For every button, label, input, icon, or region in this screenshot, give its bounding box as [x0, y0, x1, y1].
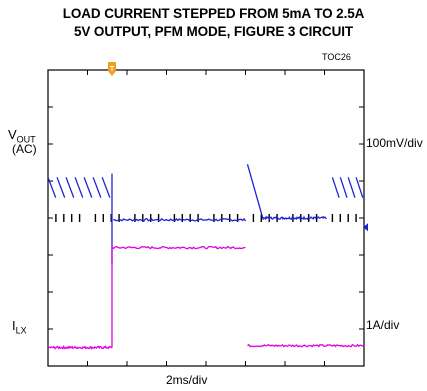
traces: [47, 164, 365, 350]
ilx-label-main: I: [12, 318, 16, 333]
trace-ilx-flat: [247, 343, 365, 348]
trace-ilx-flat: [111, 245, 246, 250]
vout-label-main: V: [8, 127, 17, 142]
trace-vout-sawtooth: [331, 177, 364, 198]
vout-scale-label: 100mV/div: [366, 136, 423, 150]
vout-label: VOUT: [8, 127, 36, 145]
trace-vout-sawtooth: [47, 177, 111, 198]
trace-vout-flat: [113, 217, 247, 222]
vout-label-sub: OUT: [16, 134, 36, 145]
x-axis-scale-label: 2ms/div: [166, 373, 208, 387]
chart-title: LOAD CURRENT STEPPED FROM 5mA TO 2.5A: [62, 6, 365, 21]
ilx-scale-label: 1A/div: [366, 318, 400, 332]
vout-ac-label: (AC): [12, 142, 37, 156]
chart-subtitle: 5V OUTPUT, PFM MODE, FIGURE 3 CIRCUIT: [73, 24, 354, 39]
trigger-marker-icon: [107, 62, 116, 76]
vout-offset-marker-icon: [363, 223, 368, 232]
trace-ilx-flat: [47, 345, 113, 350]
figure-id: TOC26: [322, 52, 351, 62]
markers: T: [107, 62, 368, 232]
ilx-label-sub: LX: [15, 325, 27, 336]
ilx-label: ILX: [12, 318, 27, 336]
trace-vout-flat: [262, 215, 327, 221]
division-ticks: [48, 70, 364, 366]
trace-vout-ramp: [246, 164, 264, 221]
trigger-marker-label: T: [110, 66, 115, 73]
